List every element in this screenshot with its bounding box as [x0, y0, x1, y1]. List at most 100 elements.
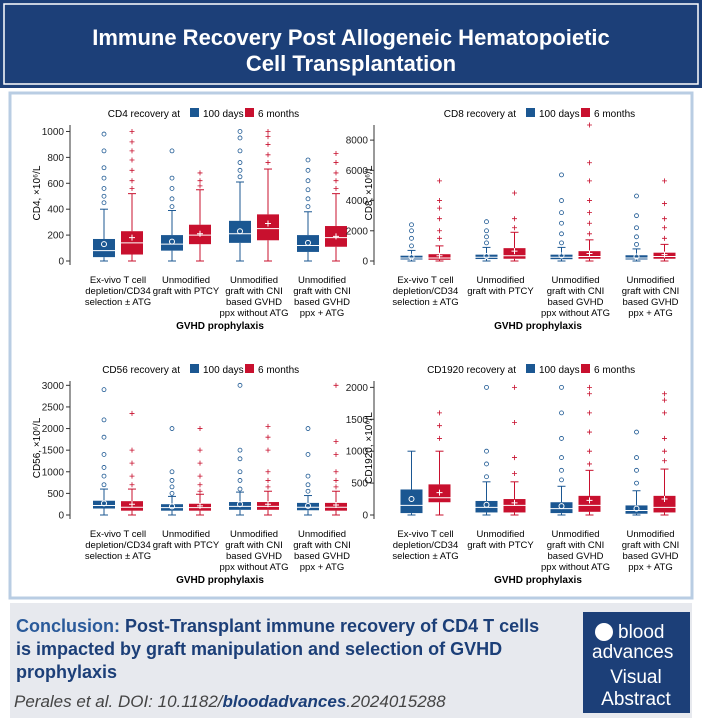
outlier — [587, 410, 592, 416]
outlier — [101, 186, 107, 191]
x-tick-label: Unmodified — [551, 275, 599, 286]
outlier — [662, 201, 667, 207]
x-tick-label: selection ± ATG — [85, 297, 151, 308]
x-tick-label: graft with CNI — [622, 540, 680, 551]
outlier — [437, 235, 442, 241]
mean-marker — [237, 228, 243, 235]
outlier — [587, 160, 592, 166]
conclusion-text: is impacted by graft manipulation and se… — [16, 639, 502, 659]
x-tick-label: based GVHD — [226, 551, 282, 562]
outlier — [197, 447, 203, 453]
x-tick-label: ppx + ATG — [628, 308, 672, 319]
outlier — [437, 423, 442, 429]
x-tick-label: based GVHD — [548, 297, 604, 308]
y-tick-label: 0 — [58, 257, 64, 268]
outlier — [333, 185, 339, 191]
box — [625, 255, 648, 260]
y-tick-label: 600 — [47, 179, 64, 190]
outlier — [512, 471, 517, 477]
outlier — [333, 160, 339, 166]
y-tick-label: 1000 — [42, 127, 65, 138]
outlier — [587, 122, 592, 128]
y-tick-label: 6000 — [346, 166, 369, 177]
y-tick-label: 500 — [47, 489, 64, 500]
outlier — [237, 447, 243, 453]
x-tick-label: selection ± ATG — [392, 297, 458, 308]
x-tick-label: Unmodified — [476, 275, 524, 286]
mean-marker — [265, 220, 271, 227]
conclusion-band — [10, 603, 692, 718]
outlier — [197, 482, 203, 488]
outlier — [484, 234, 489, 240]
x-tick-label: based GVHD — [294, 551, 350, 562]
mean-marker — [333, 502, 339, 509]
outlier — [484, 219, 489, 225]
outlier — [129, 447, 135, 453]
mean-marker — [101, 241, 107, 248]
outlier — [237, 129, 243, 134]
mean-marker — [408, 496, 415, 503]
outlier — [437, 216, 442, 222]
outlier — [169, 469, 175, 475]
outlier — [101, 417, 107, 423]
y-tick-label: 4000 — [346, 196, 369, 207]
outlier — [587, 384, 592, 390]
legend-swatch — [245, 364, 254, 373]
outlier — [559, 384, 564, 390]
mean-marker — [305, 502, 311, 509]
outlier — [197, 170, 203, 176]
y-axis-label: CD56, ×10⁶/L — [32, 417, 43, 478]
x-tick-label: depletion/CD34 — [85, 540, 151, 551]
outlier — [333, 382, 339, 388]
y-tick-label: 2000 — [346, 383, 369, 394]
box — [161, 235, 183, 251]
logo-text: advances — [592, 642, 673, 663]
outlier — [129, 139, 135, 145]
outlier — [634, 225, 639, 231]
x-tick-label: based GVHD — [294, 297, 350, 308]
outlier — [662, 235, 667, 241]
mean-marker — [483, 253, 490, 260]
outlier — [169, 426, 175, 431]
legend-label: 6 months — [258, 109, 299, 120]
outlier — [634, 241, 639, 247]
mean-marker — [436, 252, 443, 259]
outlier — [101, 193, 107, 199]
outlier — [197, 460, 203, 466]
y-tick-label: 1500 — [42, 446, 65, 457]
box — [475, 500, 498, 513]
legend-label: 6 months — [258, 365, 299, 376]
outlier — [559, 220, 564, 226]
y-tick-label: 2000 — [346, 226, 369, 237]
y-tick-label: 800 — [47, 153, 64, 164]
outlier — [662, 435, 667, 441]
outlier — [237, 148, 243, 154]
box — [229, 220, 251, 243]
outlier — [437, 435, 442, 441]
outlier — [437, 178, 442, 184]
x-tick-label: graft with PTCY — [467, 540, 534, 551]
outlier — [169, 204, 175, 210]
outlier — [437, 198, 442, 204]
citation-suffix: .2024015288 — [346, 692, 446, 711]
logo-text: Abstract — [601, 689, 671, 710]
mean-marker — [197, 502, 203, 509]
outlier — [197, 426, 203, 432]
outlier — [237, 382, 243, 388]
box — [297, 235, 319, 252]
logo-icon — [595, 623, 613, 641]
outlier — [101, 165, 107, 171]
outlier — [197, 178, 203, 184]
outlier — [587, 198, 592, 204]
outlier — [409, 235, 414, 241]
y-tick-label: 3000 — [42, 381, 65, 392]
x-tick-label: selection ± ATG — [392, 551, 458, 562]
y-tick-label: 1500 — [346, 415, 369, 426]
outlier — [265, 477, 271, 483]
legend-swatch — [526, 364, 535, 373]
outlier — [129, 482, 135, 488]
outlier — [437, 205, 442, 211]
outlier — [634, 429, 639, 435]
outlier — [634, 234, 639, 240]
mean-marker — [305, 239, 311, 246]
